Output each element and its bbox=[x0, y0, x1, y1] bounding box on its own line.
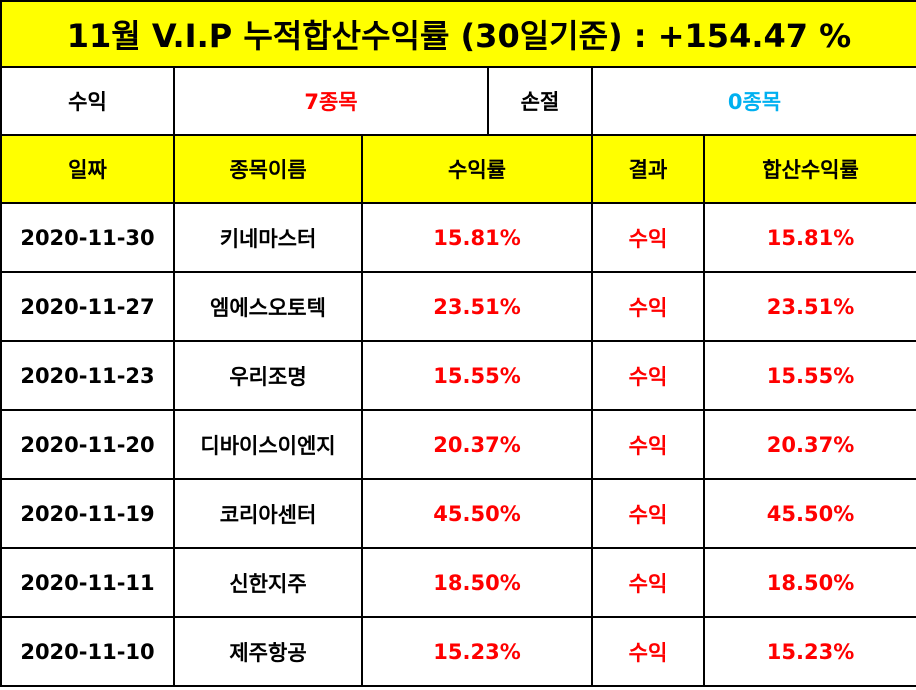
header-date: 일짜 bbox=[0, 134, 175, 204]
row-return: 15.23% bbox=[361, 616, 593, 687]
header-row: 일짜 종목이름 수익률 결과 합산수익률 bbox=[0, 134, 916, 204]
row-return: 20.37% bbox=[361, 409, 593, 480]
row-stock-name: 디바이스이엔지 bbox=[173, 409, 363, 480]
header-result: 결과 bbox=[591, 134, 705, 204]
row-result: 수익 bbox=[591, 202, 705, 273]
row-cumulative: 15.55% bbox=[703, 340, 916, 411]
table-row: 2020-11-10 제주항공 15.23% 수익 15.23% bbox=[0, 616, 916, 687]
page-title: 11월 V.I.P 누적합산수익률 (30일기준) : +154.47 % bbox=[0, 0, 916, 68]
row-date: 2020-11-23 bbox=[0, 340, 175, 411]
loss-label: 손절 bbox=[487, 66, 593, 136]
row-result: 수익 bbox=[591, 478, 705, 549]
row-return: 18.50% bbox=[361, 547, 593, 618]
row-stock-name: 엠에스오토텍 bbox=[173, 271, 363, 342]
table-row: 2020-11-27 엠에스오토텍 23.51% 수익 23.51% bbox=[0, 271, 916, 342]
row-date: 2020-11-11 bbox=[0, 547, 175, 618]
table-row: 2020-11-20 디바이스이엔지 20.37% 수익 20.37% bbox=[0, 409, 916, 480]
row-date: 2020-11-10 bbox=[0, 616, 175, 687]
table-row: 2020-11-30 키네마스터 15.81% 수익 15.81% bbox=[0, 202, 916, 273]
row-cumulative: 23.51% bbox=[703, 271, 916, 342]
row-cumulative: 18.50% bbox=[703, 547, 916, 618]
row-date: 2020-11-30 bbox=[0, 202, 175, 273]
title-row: 11월 V.I.P 누적합산수익률 (30일기준) : +154.47 % bbox=[0, 0, 916, 68]
row-date: 2020-11-20 bbox=[0, 409, 175, 480]
row-return: 15.55% bbox=[361, 340, 593, 411]
table-row: 2020-11-19 코리아센터 45.50% 수익 45.50% bbox=[0, 478, 916, 549]
row-date: 2020-11-27 bbox=[0, 271, 175, 342]
table-row: 2020-11-11 신한지주 18.50% 수익 18.50% bbox=[0, 547, 916, 618]
row-cumulative: 15.81% bbox=[703, 202, 916, 273]
header-name: 종목이름 bbox=[173, 134, 363, 204]
row-result: 수익 bbox=[591, 340, 705, 411]
row-stock-name: 신한지주 bbox=[173, 547, 363, 618]
loss-count: 0종목 bbox=[591, 66, 916, 136]
row-stock-name: 코리아센터 bbox=[173, 478, 363, 549]
row-cumulative: 20.37% bbox=[703, 409, 916, 480]
row-stock-name: 키네마스터 bbox=[173, 202, 363, 273]
row-cumulative: 45.50% bbox=[703, 478, 916, 549]
row-result: 수익 bbox=[591, 616, 705, 687]
row-stock-name: 제주항공 bbox=[173, 616, 363, 687]
row-stock-name: 우리조명 bbox=[173, 340, 363, 411]
profit-count: 7종목 bbox=[173, 66, 489, 136]
row-date: 2020-11-19 bbox=[0, 478, 175, 549]
profit-label: 수익 bbox=[0, 66, 175, 136]
table-row: 2020-11-23 우리조명 15.55% 수익 15.55% bbox=[0, 340, 916, 411]
row-return: 23.51% bbox=[361, 271, 593, 342]
summary-row: 수익 7종목 손절 0종목 bbox=[0, 66, 916, 136]
header-return: 수익률 bbox=[361, 134, 593, 204]
row-result: 수익 bbox=[591, 409, 705, 480]
row-return: 15.81% bbox=[361, 202, 593, 273]
row-result: 수익 bbox=[591, 271, 705, 342]
row-return: 45.50% bbox=[361, 478, 593, 549]
row-cumulative: 15.23% bbox=[703, 616, 916, 687]
header-cumulative: 합산수익률 bbox=[703, 134, 916, 204]
row-result: 수익 bbox=[591, 547, 705, 618]
